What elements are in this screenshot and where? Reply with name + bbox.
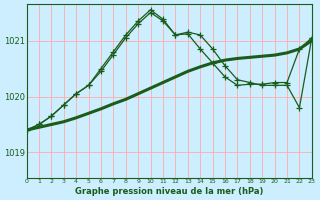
- X-axis label: Graphe pression niveau de la mer (hPa): Graphe pression niveau de la mer (hPa): [75, 187, 263, 196]
